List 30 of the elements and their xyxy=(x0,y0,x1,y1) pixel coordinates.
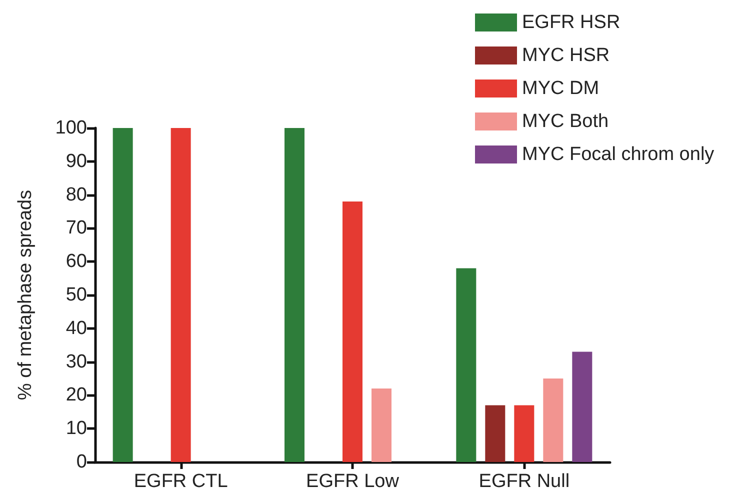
y-tick-label: 10 xyxy=(66,418,87,440)
bar xyxy=(284,128,304,462)
bar xyxy=(514,405,534,462)
y-tick-label: 50 xyxy=(66,284,87,306)
legend-label: MYC Both xyxy=(522,111,609,132)
x-tick-label: EGFR Low xyxy=(306,471,400,492)
bar xyxy=(572,352,592,462)
y-tick-label: 40 xyxy=(66,318,87,339)
y-tick-label: 100 xyxy=(55,118,87,138)
bar xyxy=(485,405,506,462)
y-tick-label: 70 xyxy=(66,218,87,239)
legend-label: MYC HSR xyxy=(522,45,610,66)
bar xyxy=(372,388,392,462)
bar xyxy=(543,378,564,462)
y-axis-title: % of metaphase spreads xyxy=(15,190,36,400)
x-tick-label: EGFR CTL xyxy=(134,471,228,492)
legend-label: MYC DM xyxy=(522,78,600,99)
y-tick-label: 80 xyxy=(66,184,87,206)
y-tick-label: 0 xyxy=(76,452,87,472)
bar xyxy=(170,128,191,462)
y-tick-label: 90 xyxy=(66,150,87,172)
legend-label: EGFR HSR xyxy=(522,12,620,33)
y-tick-label: 60 xyxy=(66,251,87,272)
y-tick-label: 20 xyxy=(66,384,87,406)
bar xyxy=(112,128,133,462)
bar xyxy=(456,268,476,462)
legend-label: MYC Focal chrom only xyxy=(522,144,715,165)
y-tick-label: 30 xyxy=(66,351,87,372)
bar xyxy=(342,201,362,462)
x-tick-label: EGFR Null xyxy=(478,471,570,492)
